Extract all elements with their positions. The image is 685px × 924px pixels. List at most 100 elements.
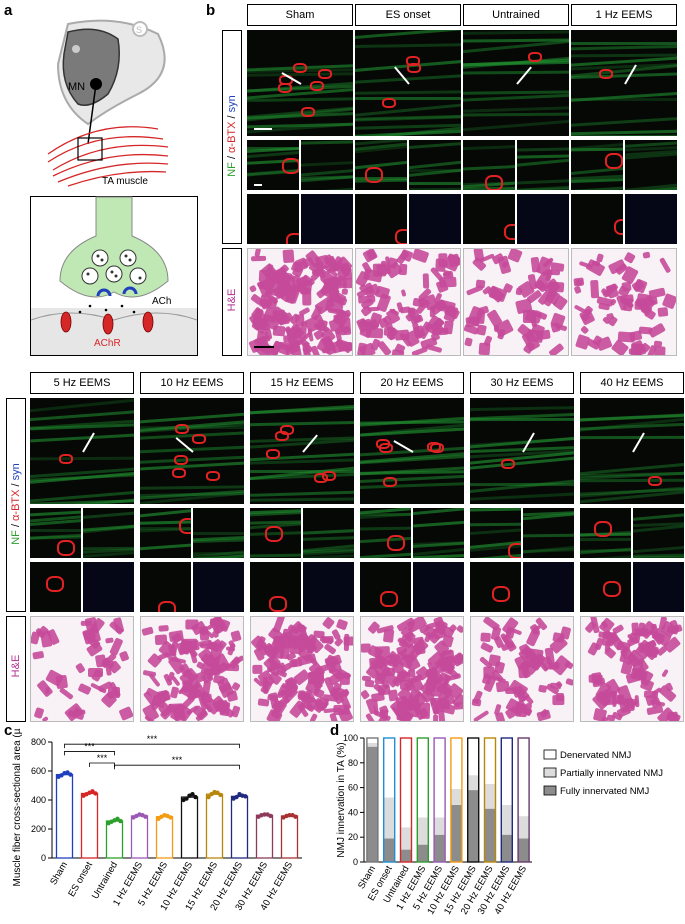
bar-segment (383, 838, 395, 862)
micro-nf-top-2 (517, 140, 569, 190)
chart-c-fiber-area: 0 200 400 600 800 Muscle fiber cross-sectiona… (12, 728, 302, 913)
micro-merge-top-2 (463, 140, 515, 190)
data-point (206, 794, 211, 800)
row-label-he-bottom: H&E (10, 654, 22, 678)
y-tick-label: 80 (348, 758, 358, 768)
bar-segment (434, 834, 446, 862)
y-axis-label: Muscle fiber cross-sectional area (µm²) (12, 728, 23, 887)
data-point (243, 794, 248, 799)
bar-outline (450, 737, 463, 863)
micro-merge-top-0 (247, 140, 299, 190)
bar-segment (467, 790, 479, 862)
y-tick-label: 0 (353, 857, 358, 867)
he-bottom-3 (360, 616, 464, 722)
data-point (184, 796, 189, 801)
micro-overview-top-3 (571, 30, 677, 136)
significance-bracket (64, 751, 115, 756)
bar-segment (383, 738, 395, 798)
bar-segment (417, 844, 429, 862)
micro-merge-top-3 (571, 140, 623, 190)
micro-btx-bottom-3 (360, 562, 411, 612)
y-tick-label: 0 (41, 853, 46, 863)
micro-overview-bottom-5 (580, 398, 684, 504)
bar-outline (383, 737, 396, 863)
data-point (168, 815, 173, 820)
legend-label: Partially innervated NMJ (560, 768, 663, 779)
bar (105, 820, 124, 859)
bar-segment (417, 738, 429, 818)
bar-segment (366, 738, 378, 743)
header-bottom-3: 20 Hz EEMS (360, 372, 464, 394)
bar (205, 793, 224, 859)
bar-segment (400, 827, 412, 850)
bar (155, 816, 174, 859)
micro-syn-bottom-3 (413, 562, 464, 612)
y-tick-label: 800 (31, 737, 46, 747)
data-point (143, 814, 148, 819)
header-bottom-1: 10 Hz EEMS (140, 372, 244, 394)
scale-bar-he (254, 346, 274, 348)
micro-btx-bottom-1 (140, 562, 191, 612)
achr-label: AChR (94, 338, 121, 349)
micro-btx-bottom-2 (250, 562, 301, 612)
significance-bracket (114, 764, 240, 770)
micro-overview-top-1 (355, 30, 461, 136)
header-bottom-4: 30 Hz EEMS (470, 372, 574, 394)
bar (55, 773, 74, 859)
micro-syn-top-0 (301, 194, 353, 244)
he-top-2 (463, 248, 569, 356)
bar (255, 814, 274, 859)
row-label-fluor-top: NF / α-BTX / syn (226, 95, 238, 177)
micro-nf-bottom-5 (633, 508, 684, 558)
row-label-box-fluor-top (222, 30, 242, 244)
ta-muscle-label: TA muscle (102, 176, 148, 187)
he-bottom-1 (140, 616, 244, 722)
micro-overview-top-0 (247, 30, 353, 136)
spinal-cord-schematic: S MN TA muscle (47, 19, 169, 187)
header-bottom-0: 5 Hz EEMS (30, 372, 134, 394)
row-label-fluor-bottom: NF / α-BTX / syn (10, 463, 22, 545)
micro-syn-top-2 (517, 194, 569, 244)
micro-btx-bottom-0 (30, 562, 81, 612)
bar-outline (416, 737, 430, 863)
bar-segment (400, 849, 412, 862)
panel-label-d: d (330, 722, 340, 739)
micro-syn-bottom-2 (303, 562, 354, 612)
bar-outline (366, 737, 379, 863)
bar-segment (366, 742, 378, 747)
micro-nf-bottom-1 (193, 508, 244, 558)
x-tick-label: Sham (48, 860, 70, 887)
bar (80, 792, 99, 859)
y-tick-label: 60 (348, 783, 358, 793)
micro-btx-bottom-4 (470, 562, 521, 612)
y-tick-label: 40 (348, 807, 358, 817)
nmj-schematic: ACh AChR (30, 196, 198, 356)
y-tick-label: 20 (348, 832, 358, 842)
bar (130, 815, 149, 859)
micro-syn-top-1 (409, 194, 461, 244)
micro-overview-bottom-0 (30, 398, 134, 504)
micro-syn-top-3 (625, 194, 677, 244)
significance-label: *** (84, 741, 95, 751)
header-top-1: ES onset (355, 4, 461, 26)
micro-merge-bottom-5 (580, 508, 631, 558)
row-label-box-he-bottom (6, 616, 26, 722)
bar-segment (501, 834, 513, 862)
bar-segment (484, 783, 496, 809)
bar-segment (467, 775, 479, 791)
legend-swatch (543, 749, 557, 760)
bar-segment (467, 738, 479, 776)
y-axis-label: NMJ innervation in TA (%) (336, 742, 347, 857)
ach-label: ACh (152, 296, 171, 307)
bar-outline (483, 737, 497, 863)
micro-overview-bottom-3 (360, 398, 464, 504)
micro-syn-bottom-5 (633, 562, 684, 612)
micro-merge-bottom-0 (30, 508, 81, 558)
micro-merge-bottom-1 (140, 508, 191, 558)
micro-overview-bottom-1 (140, 398, 244, 504)
row-label-box-he-top (222, 248, 242, 356)
he-top-0 (247, 248, 353, 356)
legend-swatch (543, 767, 557, 778)
sensory-label: S (136, 25, 142, 35)
